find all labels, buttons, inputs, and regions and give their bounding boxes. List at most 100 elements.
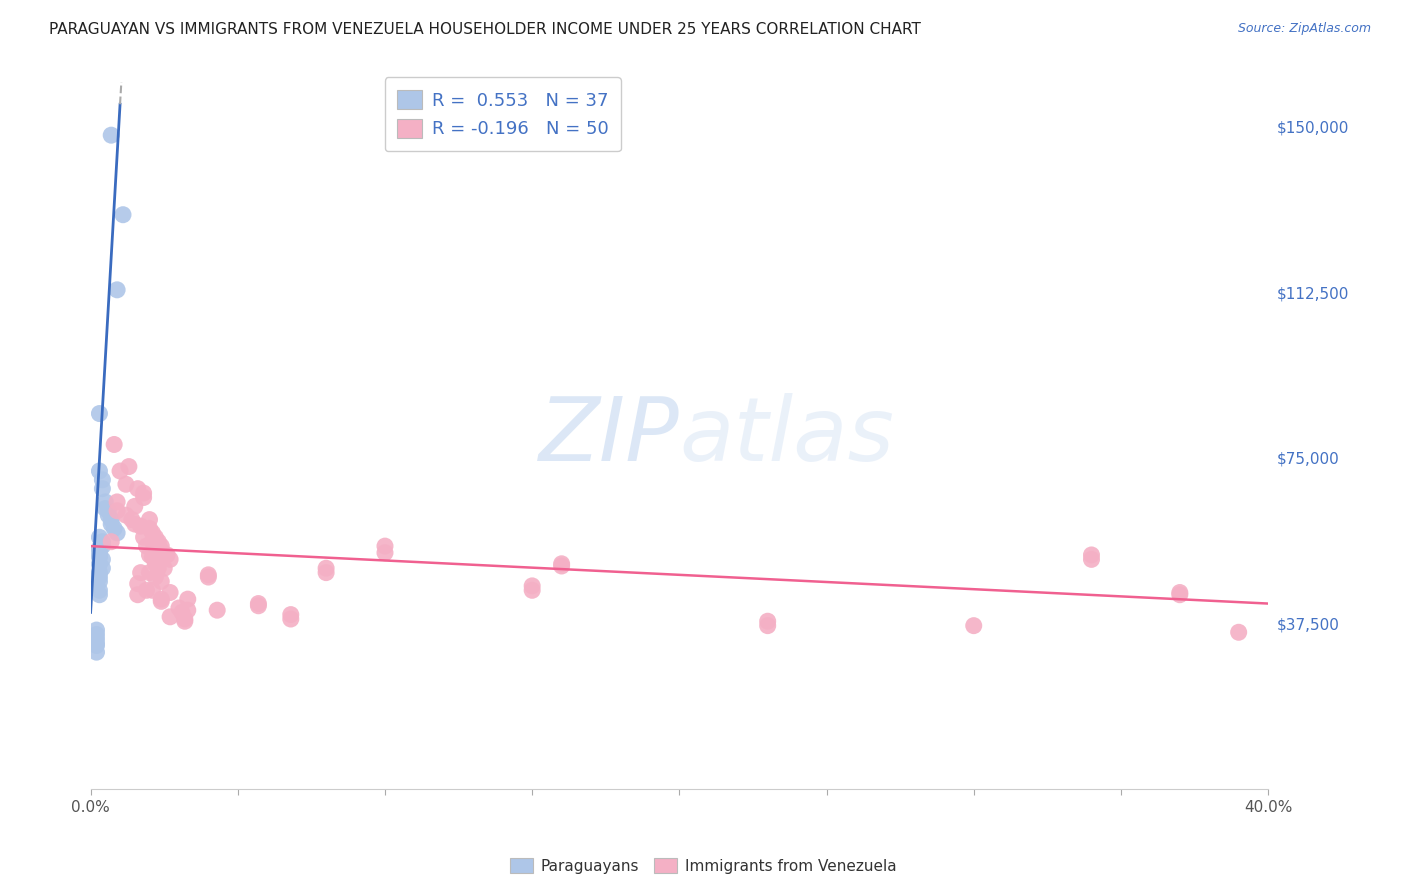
Point [86,632,108,646]
Point [177,592,200,607]
Point [150,592,173,607]
Point [173,614,195,628]
Point [135,583,157,598]
Point [89,550,111,565]
Point [89,574,111,589]
Point [100,513,122,527]
Point [105,495,128,509]
Point [129,566,152,580]
Point [124,516,146,531]
Point [89,530,111,544]
Point [159,585,181,599]
Point [197,567,219,582]
Point [97,508,120,523]
Point [89,583,111,598]
Point [89,543,111,558]
Point [132,491,155,505]
Point [91,539,114,553]
Point [247,599,270,613]
Point [127,482,149,496]
Point [132,486,155,500]
Point [86,627,108,641]
Point [145,530,167,544]
Point [280,607,302,622]
Point [522,583,544,598]
Point [135,539,157,553]
Point [89,566,111,580]
Point [756,618,779,632]
Point [127,588,149,602]
Point [141,534,163,549]
Point [1080,552,1102,566]
Point [156,548,179,562]
Point [374,546,396,560]
Point [100,516,122,531]
Point [173,612,195,626]
Text: Source: ZipAtlas.com: Source: ZipAtlas.com [1237,22,1371,36]
Point [89,548,111,562]
Point [86,639,108,653]
Point [138,513,160,527]
Point [150,594,173,608]
Point [138,548,160,562]
Point [1080,548,1102,562]
Point [150,574,173,589]
Point [141,525,163,540]
Point [91,534,114,549]
Text: ZIP: ZIP [538,392,679,479]
Text: atlas: atlas [679,392,894,479]
Point [963,618,986,632]
Point [86,623,108,637]
Point [108,464,131,478]
Point [148,561,170,575]
Point [91,482,114,496]
Point [315,561,337,575]
Point [89,541,111,556]
Point [94,495,117,509]
Point [522,579,544,593]
Point [145,557,167,571]
Point [103,521,125,535]
Point [145,539,167,553]
Point [170,606,193,620]
Point [89,588,111,602]
Point [315,566,337,580]
Point [756,614,779,628]
Point [177,603,200,617]
Point [103,437,125,451]
Point [124,500,146,514]
Point [153,561,176,575]
Point [97,504,120,518]
Point [115,508,138,523]
Point [129,519,152,533]
Point [89,570,111,584]
Point [1168,585,1191,599]
Point [150,543,173,558]
Point [205,603,228,617]
Point [550,557,572,571]
Point [127,576,149,591]
Point [100,128,122,143]
Point [89,407,111,421]
Point [89,557,111,571]
Point [86,636,108,650]
Point [100,534,122,549]
Point [1227,625,1250,640]
Point [105,525,128,540]
Point [91,473,114,487]
Point [86,645,108,659]
Point [1168,588,1191,602]
Text: PARAGUAYAN VS IMMIGRANTS FROM VENEZUELA HOUSEHOLDER INCOME UNDER 25 YEARS CORREL: PARAGUAYAN VS IMMIGRANTS FROM VENEZUELA … [49,22,921,37]
Point [550,559,572,574]
Point [111,208,134,222]
Point [148,534,170,549]
Point [145,570,167,584]
Point [280,612,302,626]
Point [89,464,111,478]
Point [247,597,270,611]
Legend: Paraguayans, Immigrants from Venezuela: Paraguayans, Immigrants from Venezuela [503,852,903,880]
Point [159,552,181,566]
Point [105,283,128,297]
Point [86,579,108,593]
Point [159,609,181,624]
